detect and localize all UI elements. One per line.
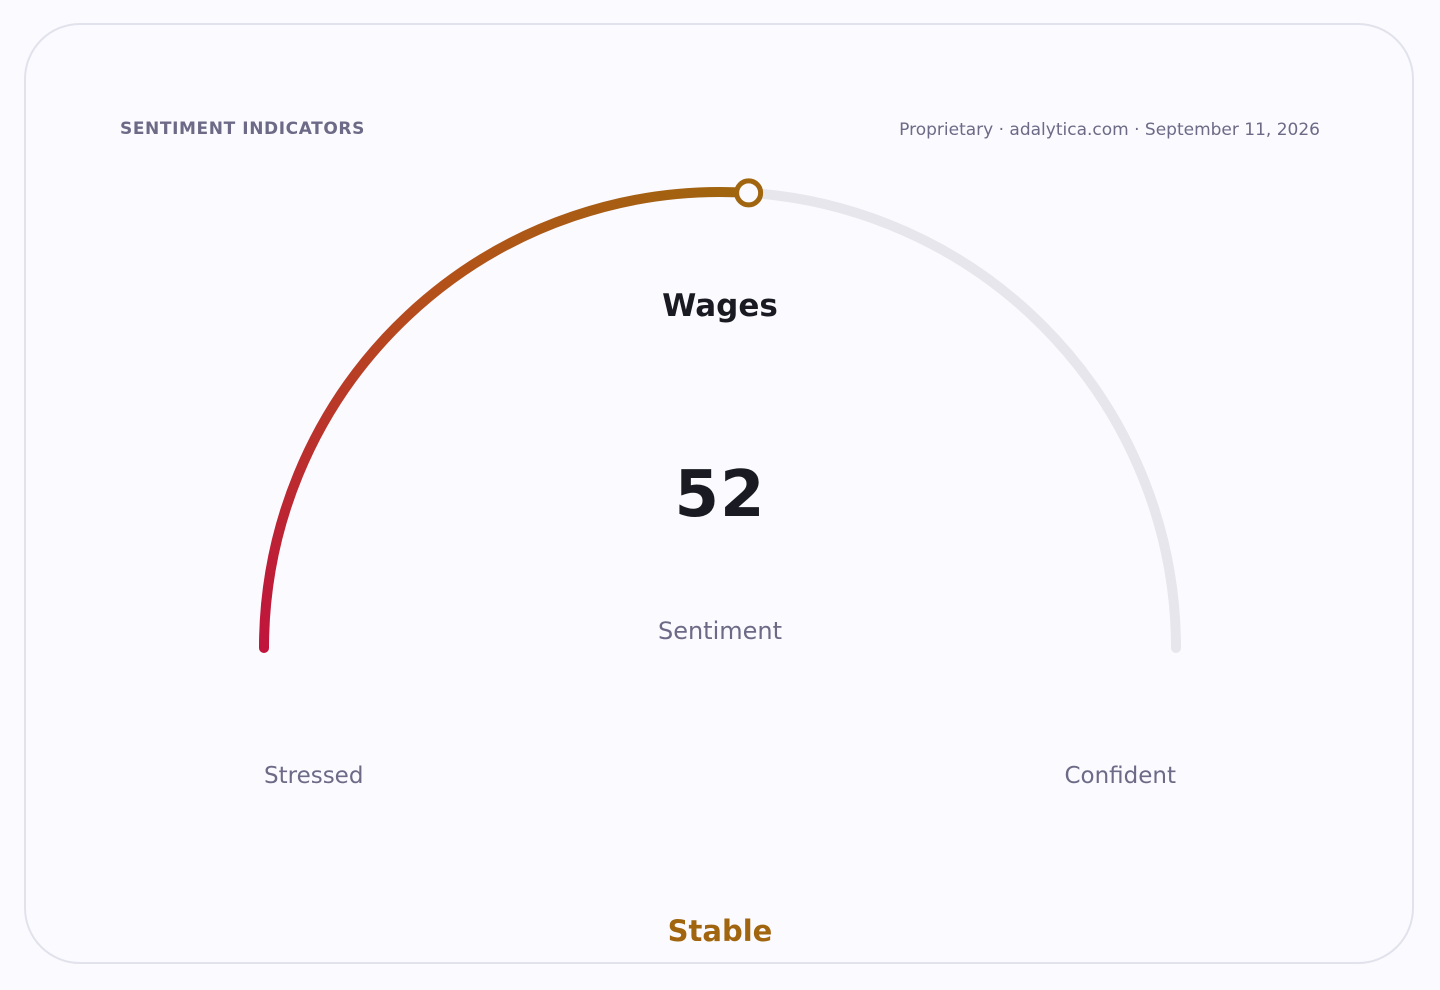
gauge-max-label: Confident [1064, 763, 1176, 789]
status-label: Stable [667, 914, 773, 948]
gauge-value: 52 [674, 458, 766, 532]
gauge-unit-label: Sentiment [657, 617, 783, 645]
gauge-card [24, 23, 1414, 964]
gauge-title: Wages [662, 288, 778, 324]
source-line: Proprietary · adalytica.com · September … [899, 120, 1320, 140]
gauge-min-label: Stressed [264, 763, 364, 789]
gauge-marker [734, 178, 764, 208]
gauge-fill [259, 187, 754, 653]
section-title: SENTIMENT INDICATORS [120, 119, 365, 139]
gauge-track [259, 187, 1181, 653]
